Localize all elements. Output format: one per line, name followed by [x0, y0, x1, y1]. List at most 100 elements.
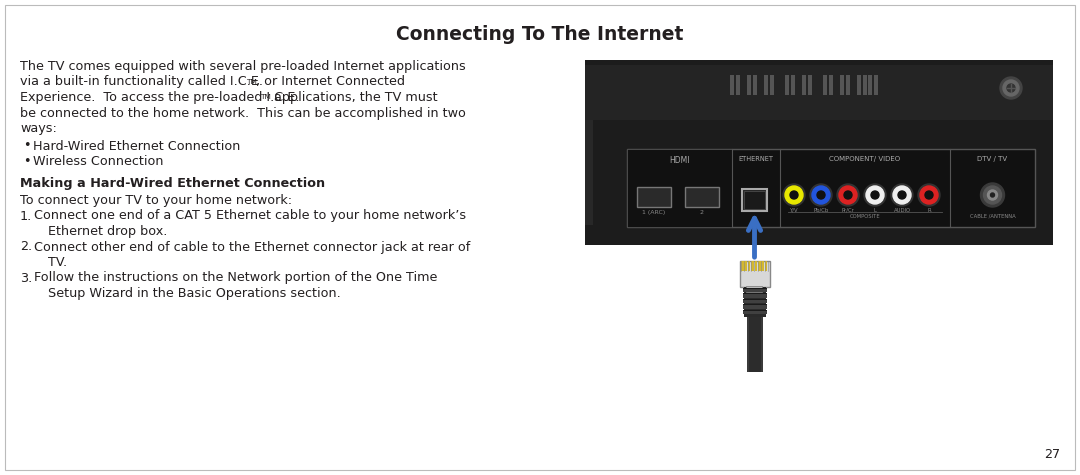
Bar [743, 298, 767, 300]
Circle shape [981, 183, 1004, 207]
Bar [743, 304, 767, 305]
Bar [743, 287, 767, 288]
Text: Connect one end of a CAT 5 Ethernet cable to your home network’s: Connect one end of a CAT 5 Ethernet cabl… [33, 209, 467, 222]
Circle shape [891, 184, 913, 206]
Circle shape [789, 191, 798, 199]
Text: ETHERNET: ETHERNET [739, 156, 773, 162]
Bar [740, 261, 769, 287]
Bar [743, 294, 767, 297]
Circle shape [812, 186, 831, 204]
Circle shape [920, 186, 939, 204]
Bar [742, 189, 767, 211]
Bar [760, 317, 762, 372]
Text: be connected to the home network.  This can be accomplished in two: be connected to the home network. This c… [21, 106, 465, 120]
Bar [764, 75, 768, 95]
Bar [746, 317, 762, 372]
Text: Connect other end of cable to the Ethernet connector jack at rear of: Connect other end of cable to the Ethern… [33, 240, 470, 254]
Text: 27: 27 [1044, 448, 1059, 461]
Circle shape [870, 191, 879, 199]
Text: CABLE /ANTENNA: CABLE /ANTENNA [970, 214, 1015, 219]
Bar [868, 75, 872, 95]
Text: The TV comes equipped with several pre-loaded Internet applications: The TV comes equipped with several pre-l… [21, 60, 465, 73]
Text: via a built-in functionality called I.C.E.: via a built-in functionality called I.C.… [21, 76, 264, 88]
Text: HDMI: HDMI [670, 156, 690, 165]
Bar [741, 261, 743, 271]
Bar [627, 149, 1035, 227]
Text: TM: TM [246, 78, 257, 85]
Bar [585, 65, 1053, 120]
Text: COMPONENT/ VIDEO: COMPONENT/ VIDEO [829, 156, 901, 162]
Circle shape [816, 191, 825, 199]
Bar [743, 305, 767, 308]
Bar [743, 300, 767, 303]
Text: Ethernet drop box.: Ethernet drop box. [48, 225, 167, 238]
Circle shape [839, 186, 858, 204]
Circle shape [783, 184, 805, 206]
Text: R: R [928, 208, 931, 213]
Circle shape [984, 186, 1001, 204]
Bar [863, 75, 867, 95]
Circle shape [987, 190, 998, 200]
Bar [823, 75, 827, 95]
Bar [753, 75, 757, 95]
Bar [874, 75, 878, 95]
Bar [840, 75, 843, 95]
Text: Pb/Cb: Pb/Cb [813, 208, 828, 213]
Bar [765, 261, 767, 271]
Text: , or Internet Connected: , or Internet Connected [256, 76, 405, 88]
Circle shape [866, 186, 885, 204]
Text: 1.: 1. [21, 209, 32, 222]
Circle shape [843, 191, 852, 199]
Bar [746, 317, 748, 372]
Bar [829, 75, 833, 95]
Text: 2.: 2. [21, 240, 32, 254]
Text: Wireless Connection: Wireless Connection [33, 155, 163, 168]
Bar [858, 75, 861, 95]
Text: Follow the instructions on the Network portion of the One Time: Follow the instructions on the Network p… [33, 272, 437, 285]
Bar [747, 75, 751, 95]
Circle shape [1007, 84, 1015, 92]
Bar [585, 80, 593, 225]
Bar [735, 75, 740, 95]
Bar [802, 75, 806, 95]
Circle shape [785, 186, 804, 204]
Bar [752, 261, 754, 271]
Text: To connect your TV to your home network:: To connect your TV to your home network: [21, 194, 292, 207]
Bar [785, 75, 789, 95]
Text: 1 (ARC): 1 (ARC) [643, 210, 665, 215]
Bar [637, 187, 671, 207]
Circle shape [893, 186, 912, 204]
Circle shape [1000, 77, 1022, 99]
Text: COMPOSITE: COMPOSITE [850, 214, 880, 219]
Text: DTV / TV: DTV / TV [977, 156, 1008, 162]
Bar [755, 261, 757, 271]
Bar [585, 60, 1053, 245]
Text: AUDIO: AUDIO [893, 208, 910, 213]
Bar [791, 75, 795, 95]
Bar [685, 187, 719, 207]
Bar [808, 75, 812, 95]
Circle shape [810, 184, 832, 206]
Text: TV.: TV. [48, 256, 67, 269]
Bar [744, 191, 765, 209]
Text: 2: 2 [700, 210, 704, 215]
Circle shape [864, 184, 886, 206]
Bar [730, 75, 734, 95]
Circle shape [897, 191, 906, 199]
Text: Making a Hard-Wired Ethernet Connection: Making a Hard-Wired Ethernet Connection [21, 177, 325, 190]
Text: 3.: 3. [21, 272, 32, 285]
Bar [743, 310, 767, 311]
Bar [745, 286, 761, 292]
Text: TM: TM [260, 94, 271, 100]
Bar [747, 261, 751, 271]
Text: Hard-Wired Ethernet Connection: Hard-Wired Ethernet Connection [33, 140, 241, 152]
Bar [744, 261, 747, 271]
Text: Connecting To The Internet: Connecting To The Internet [396, 25, 684, 44]
Bar [758, 261, 760, 271]
Bar [627, 149, 732, 227]
Circle shape [924, 191, 933, 199]
Bar [743, 287, 766, 317]
Circle shape [990, 193, 995, 197]
Bar [743, 293, 767, 294]
Text: •: • [23, 155, 30, 168]
